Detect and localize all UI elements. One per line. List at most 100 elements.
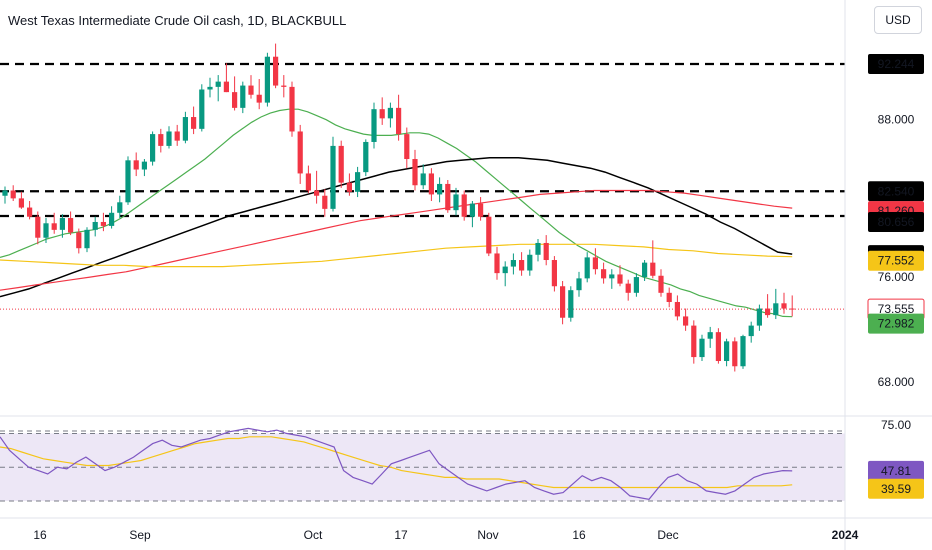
candle[interactable] [461, 190, 467, 221]
candle[interactable] [18, 191, 24, 209]
candle[interactable] [404, 127, 410, 169]
candle-body [724, 341, 730, 362]
candle-body [740, 336, 746, 367]
candle[interactable] [748, 321, 754, 343]
candle[interactable] [437, 177, 443, 203]
candle[interactable] [305, 165, 311, 194]
candle[interactable] [68, 211, 74, 236]
candle[interactable] [76, 228, 82, 254]
candle[interactable] [281, 75, 287, 98]
candle[interactable] [109, 206, 115, 229]
candle[interactable] [264, 52, 270, 107]
candle[interactable] [232, 76, 238, 111]
candle[interactable] [756, 304, 762, 331]
candle[interactable] [658, 269, 664, 297]
candle[interactable] [519, 252, 525, 276]
candle[interactable] [379, 97, 385, 125]
candle[interactable] [724, 338, 730, 367]
candle[interactable] [256, 79, 262, 110]
candle[interactable] [338, 140, 344, 188]
candle[interactable] [273, 43, 279, 89]
candle[interactable] [248, 75, 254, 99]
candle[interactable] [625, 279, 631, 301]
candle[interactable] [510, 253, 516, 275]
candle[interactable] [412, 149, 418, 191]
candle[interactable] [199, 84, 205, 132]
candle[interactable] [297, 124, 303, 184]
candle[interactable] [363, 139, 369, 177]
candle[interactable] [182, 111, 188, 144]
candle[interactable] [43, 218, 49, 243]
candle[interactable] [215, 75, 221, 102]
candle[interactable] [150, 131, 156, 166]
candle[interactable] [592, 248, 598, 275]
currency-button[interactable]: USD [874, 6, 922, 34]
candle[interactable] [445, 180, 451, 213]
candle[interactable] [568, 286, 574, 322]
candle[interactable] [133, 152, 139, 177]
candle[interactable] [478, 197, 484, 221]
candle[interactable] [396, 94, 402, 141]
candle[interactable] [469, 200, 475, 228]
candle[interactable] [330, 136, 336, 212]
candle[interactable] [683, 308, 689, 331]
candle[interactable] [666, 287, 672, 308]
candle[interactable] [92, 216, 98, 237]
candle[interactable] [486, 212, 492, 257]
candle[interactable] [617, 265, 623, 287]
candle[interactable] [158, 128, 164, 153]
candle[interactable] [789, 295, 795, 317]
candle[interactable] [51, 212, 57, 234]
candle[interactable] [100, 212, 106, 232]
candle[interactable] [502, 261, 508, 287]
candle[interactable] [765, 294, 771, 318]
candle[interactable] [584, 252, 590, 283]
candle[interactable] [355, 166, 361, 198]
candle[interactable] [346, 173, 352, 196]
candle[interactable] [166, 126, 172, 149]
candle[interactable] [59, 214, 65, 238]
candle[interactable] [289, 81, 295, 137]
candle[interactable] [191, 106, 197, 135]
candle[interactable] [117, 195, 123, 219]
candle[interactable] [781, 292, 787, 314]
candle[interactable] [560, 281, 566, 325]
candle[interactable] [141, 159, 147, 177]
candle[interactable] [601, 262, 607, 284]
candle[interactable] [535, 239, 541, 262]
candle[interactable] [699, 334, 705, 362]
candle[interactable] [707, 326, 713, 348]
candle[interactable] [322, 189, 328, 217]
candle[interactable] [428, 168, 434, 201]
candle[interactable] [10, 185, 16, 201]
candle[interactable] [174, 124, 180, 146]
candle[interactable] [494, 246, 500, 280]
candle[interactable] [27, 200, 33, 220]
candle[interactable] [387, 102, 393, 128]
candle[interactable] [650, 240, 656, 279]
candle[interactable] [207, 77, 213, 98]
candle[interactable] [691, 320, 697, 364]
candle[interactable] [773, 288, 779, 320]
candle[interactable] [453, 187, 459, 216]
candle[interactable] [543, 235, 549, 266]
candle[interactable] [527, 249, 533, 276]
candle[interactable] [35, 211, 41, 245]
candle[interactable] [674, 295, 680, 321]
candle[interactable] [609, 269, 615, 289]
candle[interactable] [732, 337, 738, 372]
candle[interactable] [420, 164, 426, 190]
candle[interactable] [642, 260, 648, 282]
candle[interactable] [740, 334, 746, 369]
candle[interactable] [551, 256, 557, 292]
candle[interactable] [125, 156, 131, 205]
candle[interactable] [633, 273, 639, 297]
candle[interactable] [576, 271, 582, 297]
candle[interactable] [240, 81, 246, 114]
candle[interactable] [2, 186, 8, 204]
candle[interactable] [314, 170, 320, 204]
candle[interactable] [715, 328, 721, 364]
candle[interactable] [371, 102, 377, 149]
candle[interactable] [84, 227, 90, 253]
candle[interactable] [223, 63, 229, 93]
